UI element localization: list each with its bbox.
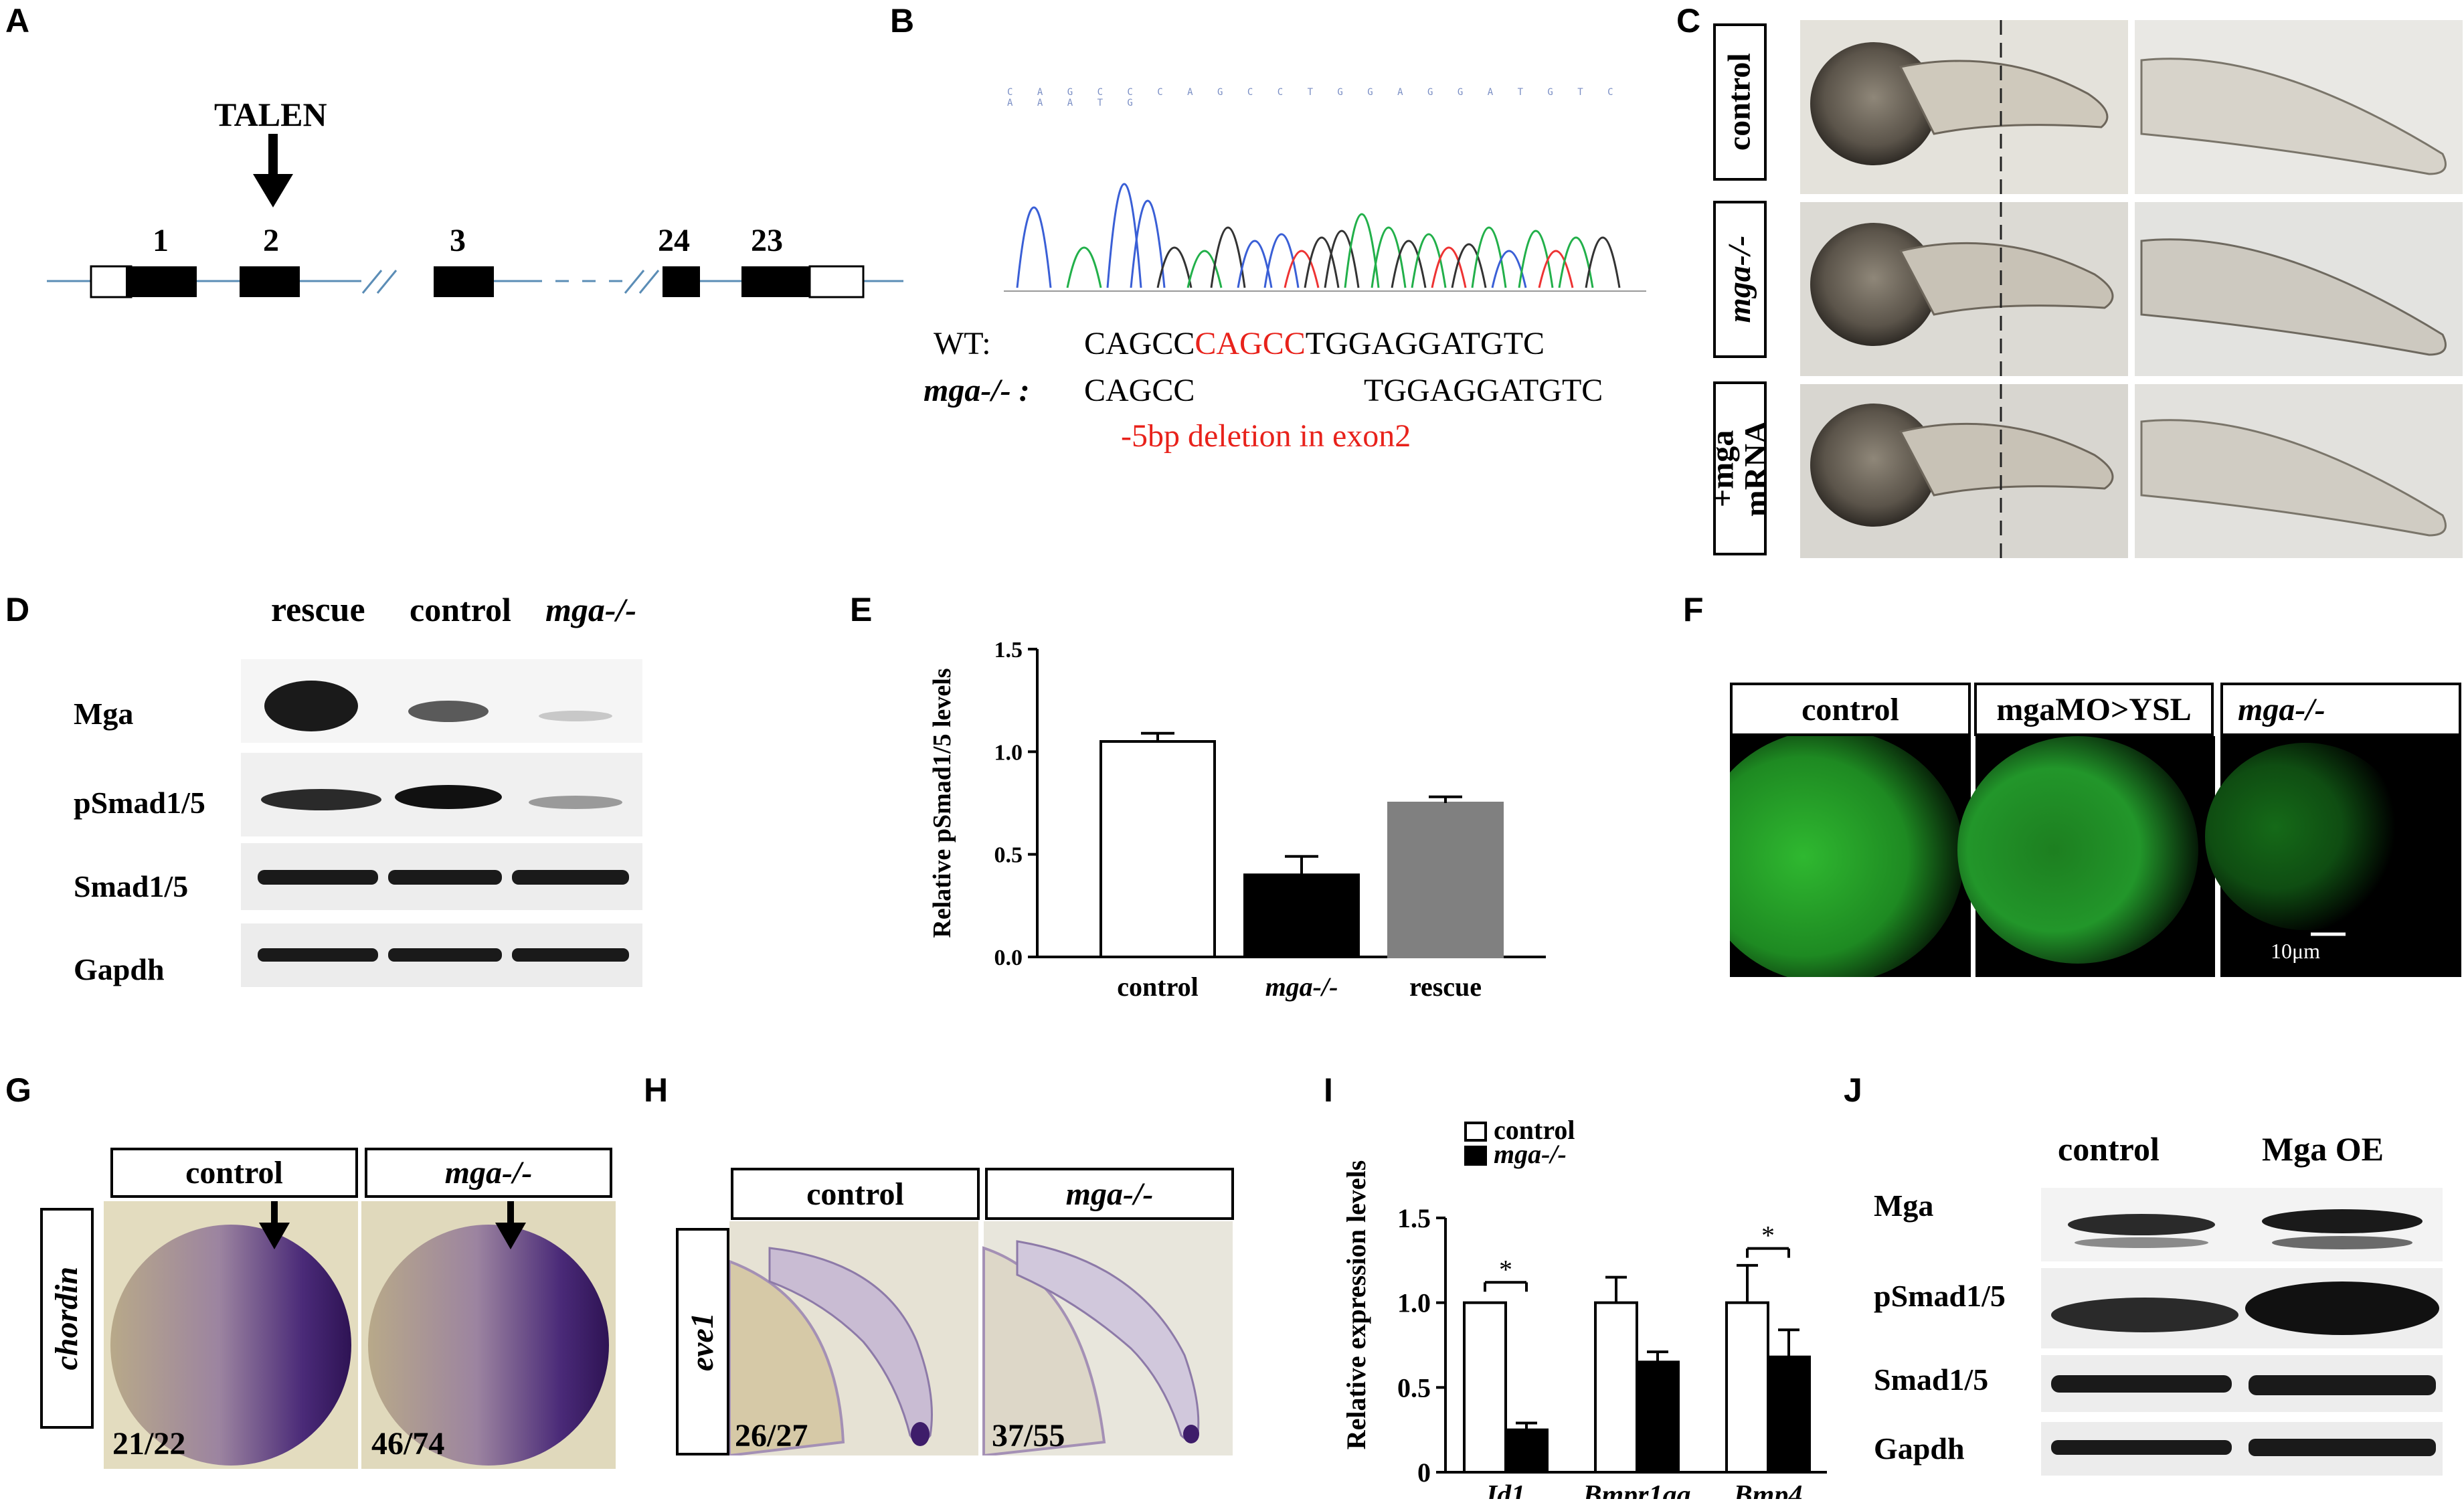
j-row-smad: Smad1/5 <box>1874 1362 1989 1397</box>
fluorescence-images <box>1730 736 2461 977</box>
legend-label: mga-/- <box>1494 1139 1567 1169</box>
panel-label-b: B <box>890 2 915 39</box>
panel-label-g: G <box>5 1071 31 1109</box>
bar <box>1594 1301 1638 1474</box>
mut-seq-left: CAGCC <box>1084 373 1195 408</box>
bar <box>1636 1360 1680 1474</box>
y-tick-label: 0.0 <box>994 946 1023 970</box>
exon-label: 1 <box>153 223 169 258</box>
y-axis-label: Relative expression levels <box>1341 1160 1371 1450</box>
gene-diagram <box>47 134 903 298</box>
exon-label: 24 <box>658 223 690 258</box>
bar <box>1767 1355 1811 1474</box>
significance-star: * <box>1761 1221 1775 1251</box>
category-label: Bmp4 <box>1733 1480 1803 1499</box>
y-tick-label: 1.0 <box>994 740 1023 765</box>
panel-label-e: E <box>850 591 873 628</box>
bar <box>1725 1301 1769 1474</box>
deletion-note: -5bp deletion in exon2 <box>1121 418 1411 454</box>
g-count-control: 21/22 <box>112 1426 186 1462</box>
category-label: control <box>1117 972 1198 1002</box>
scalebar-label: 10μm <box>2271 939 2321 963</box>
wb-column-mutant: mga-/- <box>545 591 637 628</box>
category-label: rescue <box>1409 972 1482 1002</box>
wt-seq-deleted: CAGCC <box>1195 326 1306 361</box>
panel-label-c: C <box>1676 2 1701 39</box>
y-tick-label: 0 <box>1417 1457 1431 1488</box>
bar <box>1504 1428 1549 1474</box>
h-count-control: 26/27 <box>735 1418 808 1453</box>
g-gene-label: chordin <box>40 1208 94 1429</box>
legend-swatch <box>1464 1146 1487 1166</box>
f-label-morphant: mgaMO>YSL <box>1974 683 2214 736</box>
category-label: mga-/- <box>1265 972 1338 1002</box>
y-tick-label: 1.5 <box>1397 1203 1431 1233</box>
h-label-control: control <box>731 1168 980 1220</box>
wt-seq-left: CAGCC <box>1084 326 1195 361</box>
j-row-psmad: pSmad1/5 <box>1874 1279 2006 1313</box>
bar <box>1243 873 1360 959</box>
panel-label-h: H <box>644 1071 669 1109</box>
y-tick-label: 0.5 <box>1397 1373 1431 1403</box>
h-label-mutant: mga-/- <box>985 1168 1234 1220</box>
h-count-mutant: 37/55 <box>992 1418 1065 1453</box>
g-label-mutant: mga-/- <box>365 1148 612 1198</box>
y-tick-label: 1.5 <box>994 638 1023 662</box>
j-column-control: control <box>2058 1130 2160 1168</box>
wb-column-rescue: rescue <box>271 591 365 629</box>
exon-label: 23 <box>751 223 783 258</box>
panel-label-i: I <box>1324 1071 1333 1109</box>
trace-bases: C A G C C C A G C C T G G A G G A T G T … <box>1007 87 1623 108</box>
wb-row-gapdh: Gapdh <box>74 952 165 986</box>
f-label-mutant: mga-/- <box>2220 683 2461 736</box>
panel-label-d: D <box>5 591 30 628</box>
exon-label: 2 <box>263 223 279 258</box>
western-blot-d <box>241 659 642 987</box>
wb-row-smad: Smad1/5 <box>74 869 189 903</box>
chart-e: 0.0 0.5 1.0 1.5 Relative pSmad1/5 levels cont… <box>928 638 1546 1002</box>
y-tick-label: 1.0 <box>1397 1288 1431 1318</box>
wb-row-psmad: pSmad1/5 <box>74 786 205 820</box>
panel-label-j: J <box>1844 1071 1862 1109</box>
j-row-gapdh: Gapdh <box>1874 1431 1965 1466</box>
legend-swatch <box>1464 1122 1487 1142</box>
legend-label: control <box>1494 1115 1575 1145</box>
g-label-control: control <box>110 1148 358 1198</box>
row-label-rescue: +mga mRNA <box>1705 381 1774 555</box>
y-axis-label: Relative pSmad1/5 levels <box>928 668 956 938</box>
mutant-label: mga-/- : <box>923 373 1030 408</box>
wt-sequence: CAGCCCAGCCTGGAGGATGTC <box>1084 325 1545 362</box>
chordin-insitu-images <box>104 1201 616 1469</box>
panel-label-f: F <box>1683 591 1704 628</box>
bar <box>1463 1301 1507 1474</box>
row-label-control: control <box>1713 23 1767 181</box>
category-label: Bmpr1aa <box>1582 1480 1690 1499</box>
talen-label: TALEN <box>214 96 327 133</box>
g-count-mutant: 46/74 <box>371 1426 445 1462</box>
row-label-mutant: mga-/- <box>1713 201 1767 358</box>
y-tick-label: 0.5 <box>994 843 1023 868</box>
j-column-oe: Mga OE <box>2262 1130 2384 1168</box>
f-label-control: control <box>1730 683 1971 736</box>
h-gene-label: eve1 <box>676 1228 729 1455</box>
exon-label: 3 <box>450 223 466 258</box>
wt-label: WT: <box>934 326 991 361</box>
western-blot-j <box>2041 1188 2443 1476</box>
wb-row-mga: Mga <box>74 697 134 731</box>
chart-i: 0 0.5 1.0 1.5 Relative expression levels cont… <box>1341 1115 1827 1499</box>
embryo-images <box>1800 20 2463 559</box>
sequencing-chromatogram <box>1004 183 1646 292</box>
significance-star: * <box>1499 1254 1512 1284</box>
eve1-insitu-images <box>729 1221 1233 1455</box>
bar <box>1387 802 1504 958</box>
category-label: Id1 <box>1486 1480 1525 1499</box>
j-row-mga: Mga <box>1874 1188 1934 1223</box>
panel-label-a: A <box>5 2 30 39</box>
bar <box>1099 740 1216 958</box>
mut-seq-right: TGGAGGATGTC <box>1364 373 1603 408</box>
wt-seq-right: TGGAGGATGTC <box>1305 326 1545 361</box>
wb-column-control: control <box>410 591 511 628</box>
